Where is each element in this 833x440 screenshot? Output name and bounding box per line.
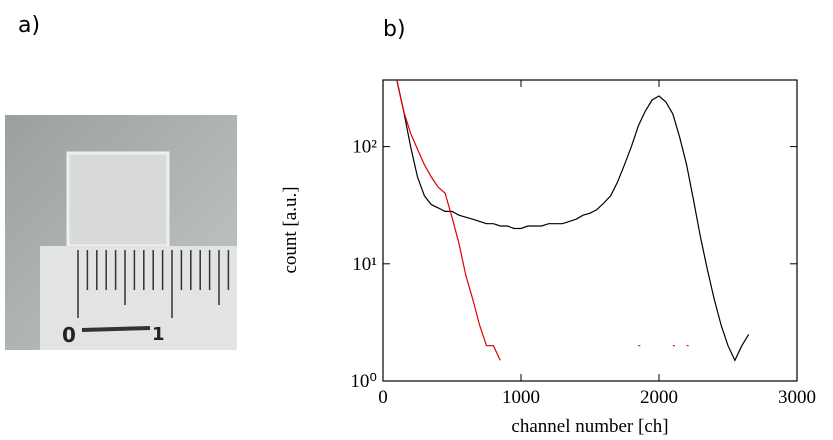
x-tick-label: 2000 [640,387,678,408]
svg-text:1: 1 [152,324,165,345]
y-tick-label: 10¹ [352,254,377,275]
plot-frame [382,79,798,382]
data-line [396,80,689,361]
x-tick-label: 3000 [778,387,816,408]
y-tick-label: 10² [352,137,377,158]
y-tick-label: 10⁰ [350,371,377,392]
x-tick-label: 1000 [502,387,540,408]
data-line [396,80,750,362]
y-axis-label: count [a.u.] [280,186,301,273]
x-axis-label: channel number [ch] [511,416,668,437]
chart: channel number [ch] count [a.u.] 0 1000 20… [280,79,816,437]
panel-label: b) [383,17,406,42]
photo: 0 1 [5,115,237,350]
x-tick-label: 0 [378,387,388,408]
panel-label: a) [18,13,40,38]
svg-text:0: 0 [62,323,76,347]
